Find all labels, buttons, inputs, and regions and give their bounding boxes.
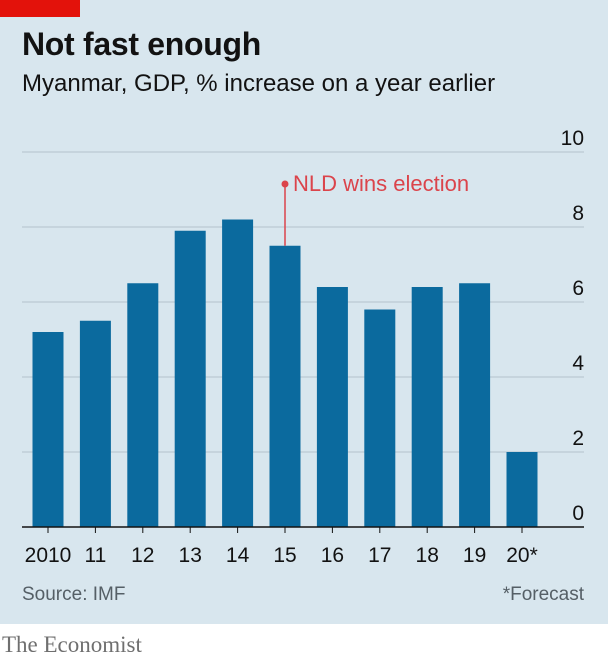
y-tick-label: 2	[572, 427, 584, 450]
x-tick-label: 11	[84, 544, 106, 567]
x-tick-label: 2010	[25, 544, 72, 567]
bar	[364, 309, 396, 527]
bar	[316, 287, 348, 527]
bar	[222, 219, 254, 527]
y-tick-label: 8	[572, 202, 584, 225]
x-tick-label: 19	[463, 544, 486, 567]
y-tick-label: 6	[572, 277, 584, 300]
bar	[127, 283, 159, 527]
x-tick-label: 14	[226, 544, 250, 567]
x-tick-label: 17	[368, 544, 391, 567]
x-tick-label: 18	[416, 544, 439, 567]
bar	[411, 287, 443, 527]
y-tick-label: 0	[572, 502, 584, 525]
y-tick-label: 4	[572, 352, 584, 375]
x-tick-label: 15	[273, 544, 296, 567]
chart-title: Not fast enough	[22, 26, 262, 62]
chart-subtitle: Myanmar, GDP, % increase on a year earli…	[22, 70, 496, 97]
bar	[174, 230, 206, 527]
bar	[32, 332, 64, 527]
bar-chart: 0 2 4 6 8 10 2010 11 12 13 14 15 16 17 18 19 20* NLD wins…	[22, 127, 584, 567]
bar	[269, 245, 301, 527]
annotation-dot	[281, 180, 289, 188]
x-tick-label: 16	[321, 544, 344, 567]
brand-red-bar	[0, 0, 80, 17]
annotation-label: NLD wins election	[293, 171, 469, 196]
bar	[506, 452, 538, 527]
forecast-footnote: *Forecast	[502, 584, 584, 605]
bar	[459, 283, 491, 527]
bar	[79, 320, 111, 527]
x-tick-label: 13	[179, 544, 202, 567]
x-tick-label: 12	[131, 544, 154, 567]
x-tick-label: 20*	[506, 544, 538, 567]
y-tick-label: 10	[561, 127, 584, 150]
economist-logo-text: The Economist	[2, 632, 142, 657]
source-note: Source: IMF	[22, 584, 126, 605]
